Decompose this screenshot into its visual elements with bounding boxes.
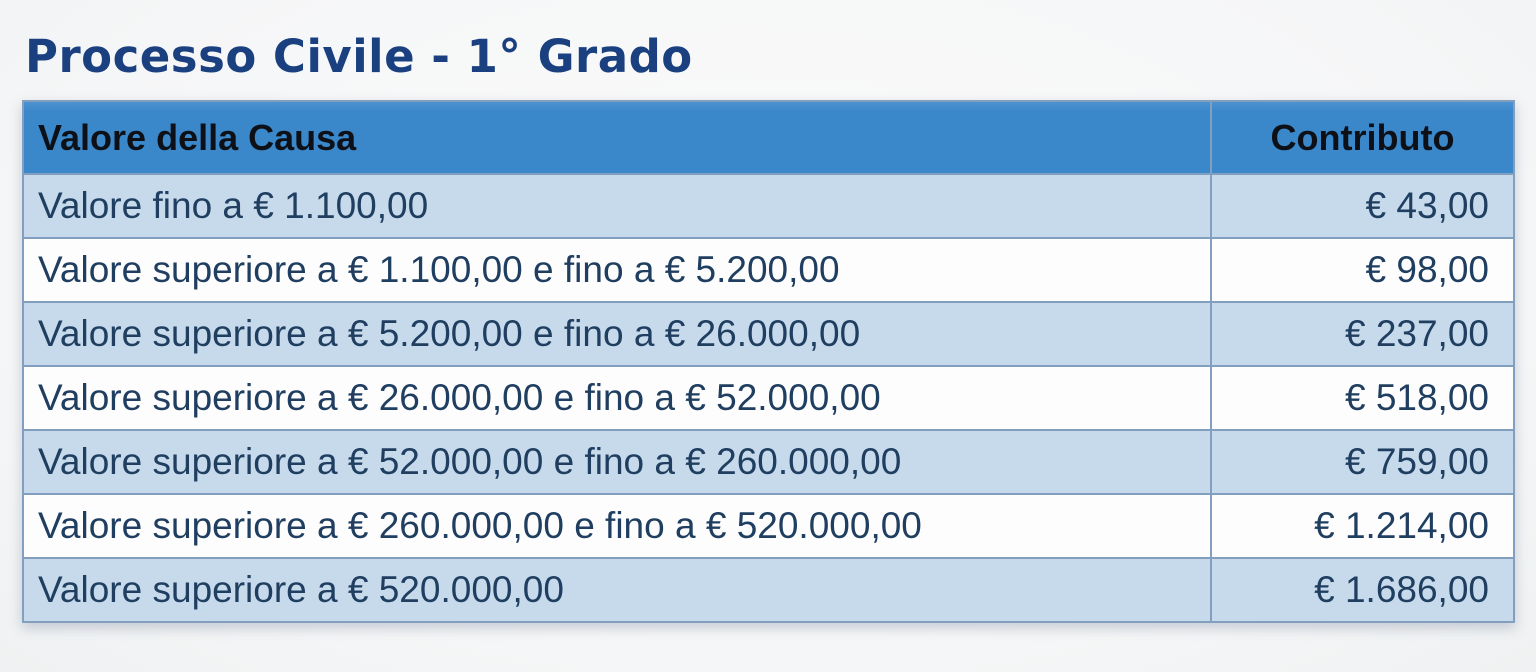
- page-title: Processo Civile - 1° Grado: [25, 30, 693, 83]
- table-row: Valore fino a € 1.100,00 € 43,00: [22, 173, 1515, 239]
- table-row: Valore superiore a € 26.000,00 e fino a …: [22, 365, 1515, 431]
- causa-value-cell: Valore superiore a € 260.000,00 e fino a…: [22, 493, 1212, 559]
- table-row: Valore superiore a € 5.200,00 e fino a €…: [22, 301, 1515, 367]
- causa-value-cell: Valore superiore a € 520.000,00: [22, 557, 1212, 623]
- causa-value-cell: Valore superiore a € 26.000,00 e fino a …: [22, 365, 1212, 431]
- column-header-valore-della-causa: Valore della Causa: [22, 100, 1212, 175]
- contributo-amount-cell: € 518,00: [1210, 365, 1515, 431]
- causa-value-cell: Valore superiore a € 52.000,00 e fino a …: [22, 429, 1212, 495]
- column-header-contributo: Contributo: [1210, 100, 1515, 175]
- header-row: Valore della Causa Contributo: [22, 100, 1515, 175]
- fee-table-header: Valore della Causa Contributo: [22, 100, 1515, 175]
- contributo-amount-cell: € 237,00: [1210, 301, 1515, 367]
- fee-table-body: Valore fino a € 1.100,00 € 43,00 Valore …: [22, 173, 1515, 623]
- contributo-amount-cell: € 98,00: [1210, 237, 1515, 303]
- table-row: Valore superiore a € 260.000,00 e fino a…: [22, 493, 1515, 559]
- contributo-amount-cell: € 759,00: [1210, 429, 1515, 495]
- contributo-amount-cell: € 1.214,00: [1210, 493, 1515, 559]
- fee-table: Valore della Causa Contributo Valore fin…: [22, 100, 1515, 623]
- contributo-amount-cell: € 1.686,00: [1210, 557, 1515, 623]
- causa-value-cell: Valore fino a € 1.100,00: [22, 173, 1212, 239]
- table-row: Valore superiore a € 1.100,00 e fino a €…: [22, 237, 1515, 303]
- table-row: Valore superiore a € 52.000,00 e fino a …: [22, 429, 1515, 495]
- causa-value-cell: Valore superiore a € 5.200,00 e fino a €…: [22, 301, 1212, 367]
- contributo-amount-cell: € 43,00: [1210, 173, 1515, 239]
- table-row: Valore superiore a € 520.000,00 € 1.686,…: [22, 557, 1515, 623]
- causa-value-cell: Valore superiore a € 1.100,00 e fino a €…: [22, 237, 1212, 303]
